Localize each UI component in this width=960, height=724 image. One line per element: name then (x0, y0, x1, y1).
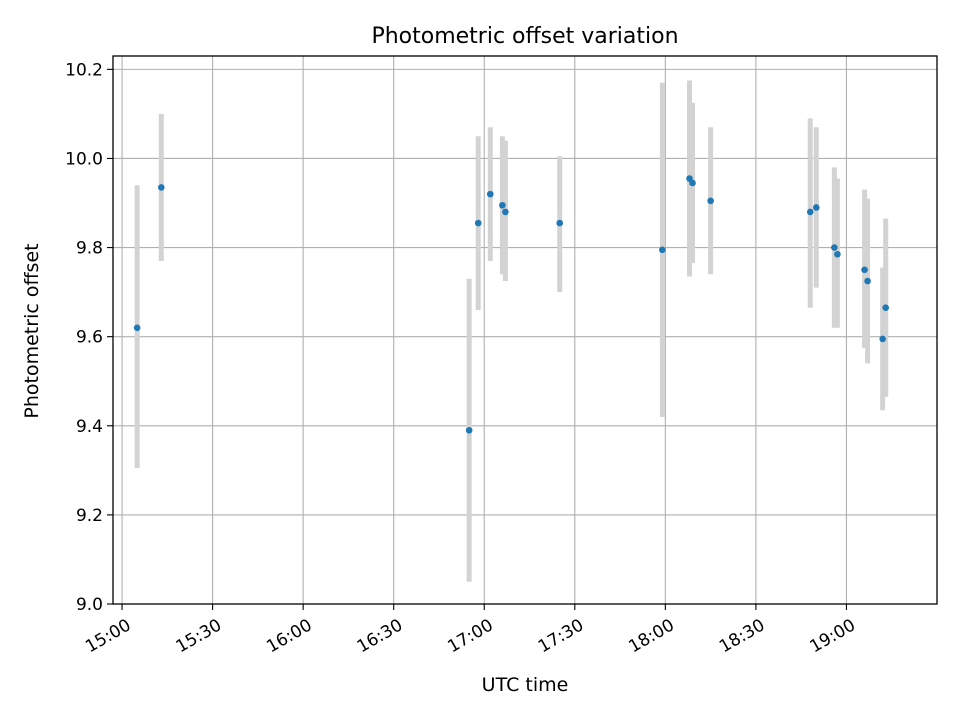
plot-frame (112, 55, 938, 605)
data-point (864, 277, 871, 285)
x-axis-label: UTC time (482, 674, 569, 696)
data-point (157, 184, 165, 191)
x-tick-label: 15:30 (173, 615, 225, 657)
x-tick-label: 16:00 (263, 615, 315, 657)
y-tick-label: 9.0 (76, 595, 103, 615)
data-point (806, 208, 814, 216)
y-tick-label: 9.2 (76, 506, 103, 526)
y-tick-label: 9.8 (76, 239, 103, 259)
data-point (659, 246, 666, 254)
data-point (474, 219, 482, 227)
x-tick-label: 18:00 (625, 615, 677, 657)
data-point (831, 244, 838, 251)
error-bars (134, 80, 889, 582)
x-tick-label: 15:00 (82, 615, 134, 657)
chart-title: Photometric offset variation (371, 24, 678, 49)
data-point (861, 266, 868, 274)
data-point (879, 335, 886, 343)
y-tick-label: 10.0 (65, 149, 103, 169)
data-points (133, 175, 889, 434)
data-point (882, 304, 889, 312)
y-tick-label: 9.4 (76, 417, 103, 437)
y-tick-label: 9.6 (76, 328, 103, 348)
data-point (689, 179, 696, 187)
x-tick-label: 17:30 (535, 615, 587, 657)
data-point (812, 204, 820, 211)
axis-ticks: 15:00 15:30 16:00 16:30 17:00 17:30 18:00 18:30… (65, 60, 859, 657)
data-point (502, 208, 509, 216)
x-tick-label: 16:30 (354, 615, 406, 657)
data-point (465, 426, 473, 434)
y-axis-label: Photometric offset (21, 243, 43, 418)
grid-lines (113, 56, 937, 605)
data-point (486, 190, 494, 198)
x-tick-label: 18:30 (716, 615, 768, 657)
data-point (834, 250, 841, 258)
data-point (707, 197, 714, 205)
x-tick-label: 17:00 (444, 615, 496, 657)
y-tick-label: 10.2 (65, 60, 103, 80)
data-point (499, 201, 506, 209)
data-point (556, 219, 564, 227)
x-tick-label: 19:00 (807, 615, 859, 657)
data-point (133, 324, 141, 332)
